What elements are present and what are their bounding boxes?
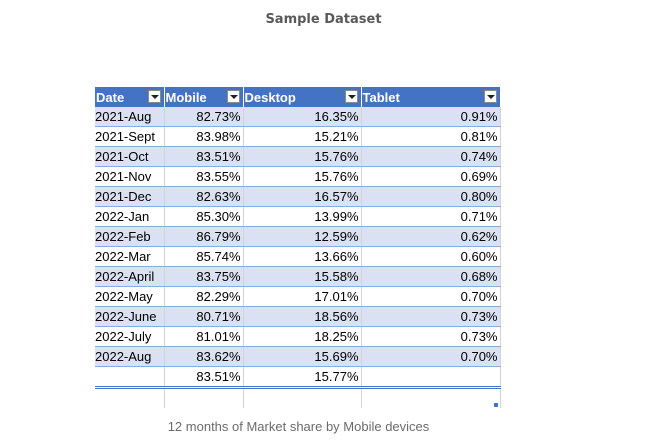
cell-mobile[interactable]: 83.75% [164,266,244,287]
cell-mobile[interactable]: 83.51% [164,146,244,167]
filter-dropdown-icon[interactable] [344,90,358,103]
column-header-mobile: Mobile [164,87,244,107]
cell-date[interactable]: 2022-Feb [95,226,165,247]
column-header-date: Date [95,87,165,107]
empty-cell[interactable] [361,387,501,408]
cell-total-date[interactable] [95,366,165,389]
cell-tablet[interactable]: 0.71% [361,206,501,227]
resize-handle-icon[interactable] [494,403,498,407]
cell-tablet[interactable]: 0.70% [361,346,501,367]
page-title: Sample Dataset [265,12,382,27]
cell-desktop[interactable]: 15.58% [243,266,362,287]
cell-desktop[interactable]: 13.66% [243,246,362,267]
table-row: 2022-April 83.75% 15.58% 0.68% [95,266,501,287]
cell-mobile[interactable]: 85.74% [164,246,244,267]
cell-date[interactable]: 2022-April [95,266,165,287]
cell-desktop[interactable]: 18.25% [243,326,362,347]
table-row: 2022-Feb 86.79% 12.59% 0.62% [95,226,501,247]
cell-date[interactable]: 2021-Nov [95,166,165,187]
cell-mobile[interactable]: 83.55% [164,166,244,187]
column-header-label: Mobile [165,89,207,105]
cell-tablet[interactable]: 0.91% [361,107,501,127]
cell-mobile[interactable]: 80.71% [164,306,244,327]
cell-date[interactable]: 2022-Mar [95,246,165,267]
cell-date[interactable]: 2022-May [95,286,165,307]
cell-mobile[interactable]: 83.98% [164,126,244,147]
totals-row: 83.51% 15.77% [95,366,501,389]
cell-tablet[interactable]: 0.68% [361,266,501,287]
cell-tablet[interactable]: 0.81% [361,126,501,147]
cell-tablet[interactable]: 0.80% [361,186,501,207]
column-header-tablet: Tablet [361,87,501,107]
cell-total-tablet[interactable] [361,366,501,389]
empty-cell[interactable] [164,387,244,408]
empty-cell[interactable] [95,387,165,408]
filter-dropdown-icon[interactable] [483,90,497,103]
cell-mobile[interactable]: 86.79% [164,226,244,247]
cell-tablet[interactable]: 0.69% [361,166,501,187]
cell-desktop[interactable]: 15.21% [243,126,362,147]
cell-total-mobile[interactable]: 83.51% [164,366,244,389]
cell-mobile[interactable]: 82.73% [164,107,244,127]
empty-cell[interactable] [243,387,362,408]
cell-date[interactable]: 2021-Dec [95,186,165,207]
cell-total-desktop[interactable]: 15.77% [243,366,362,389]
cell-desktop[interactable]: 18.56% [243,306,362,327]
cell-desktop[interactable]: 15.69% [243,346,362,367]
table-row: 2021-Dec 82.63% 16.57% 0.80% [95,186,501,207]
column-header-label: Tablet [362,89,400,105]
spreadsheet-table: Date Mobile Desktop Tablet 2021-Aug 82.7… [95,87,501,408]
cell-mobile[interactable]: 82.63% [164,186,244,207]
cell-date[interactable]: 2021-Oct [95,146,165,167]
cell-tablet[interactable]: 0.60% [361,246,501,267]
column-header-label: Date [96,89,125,105]
cell-date[interactable]: 2021-Sept [95,126,165,147]
filter-dropdown-icon[interactable] [147,90,161,103]
table-row: 2022-Mar 85.74% 13.66% 0.60% [95,246,501,267]
cell-tablet[interactable]: 0.73% [361,326,501,347]
cell-desktop[interactable]: 17.01% [243,286,362,307]
table-row: 2022-Jan 85.30% 13.99% 0.71% [95,206,501,227]
empty-row [95,387,501,408]
cell-date[interactable]: 2022-Jan [95,206,165,227]
cell-date[interactable]: 2022-June [95,306,165,327]
cell-date[interactable]: 2022-July [95,326,165,347]
cell-desktop[interactable]: 13.99% [243,206,362,227]
table-row: 2022-Aug 83.62% 15.69% 0.70% [95,346,501,367]
table-row: 2022-July 81.01% 18.25% 0.73% [95,326,501,347]
column-header-label: Desktop [244,89,296,105]
filter-dropdown-icon[interactable] [226,90,240,103]
cell-desktop[interactable]: 16.57% [243,186,362,207]
cell-tablet[interactable]: 0.74% [361,146,501,167]
cell-tablet[interactable]: 0.70% [361,286,501,307]
table-row: 2021-Aug 82.73% 16.35% 0.91% [95,107,501,127]
cell-desktop[interactable]: 12.59% [243,226,362,247]
cell-desktop[interactable]: 15.76% [243,166,362,187]
table-row: 2021-Sept 83.98% 15.21% 0.81% [95,126,501,147]
cell-mobile[interactable]: 85.30% [164,206,244,227]
cell-tablet[interactable]: 0.73% [361,306,501,327]
cell-desktop[interactable]: 16.35% [243,107,362,127]
table-row: 2022-June 80.71% 18.56% 0.73% [95,306,501,327]
column-header-desktop: Desktop [243,87,362,107]
table-row: 2021-Nov 83.55% 15.76% 0.69% [95,166,501,187]
cell-mobile[interactable]: 81.01% [164,326,244,347]
figure-caption: 12 months of Market share by Mobile devi… [167,419,430,434]
cell-mobile[interactable]: 83.62% [164,346,244,367]
cell-desktop[interactable]: 15.76% [243,146,362,167]
table-row: 2021-Oct 83.51% 15.76% 0.74% [95,146,501,167]
cell-date[interactable]: 2022-Aug [95,346,165,367]
table-row: 2022-May 82.29% 17.01% 0.70% [95,286,501,307]
cell-mobile[interactable]: 82.29% [164,286,244,307]
data-table: Date Mobile Desktop Tablet 2021-Aug 82.7… [95,87,501,408]
cell-tablet[interactable]: 0.62% [361,226,501,247]
header-row: Date Mobile Desktop Tablet [95,87,501,107]
cell-date[interactable]: 2021-Aug [95,107,165,127]
